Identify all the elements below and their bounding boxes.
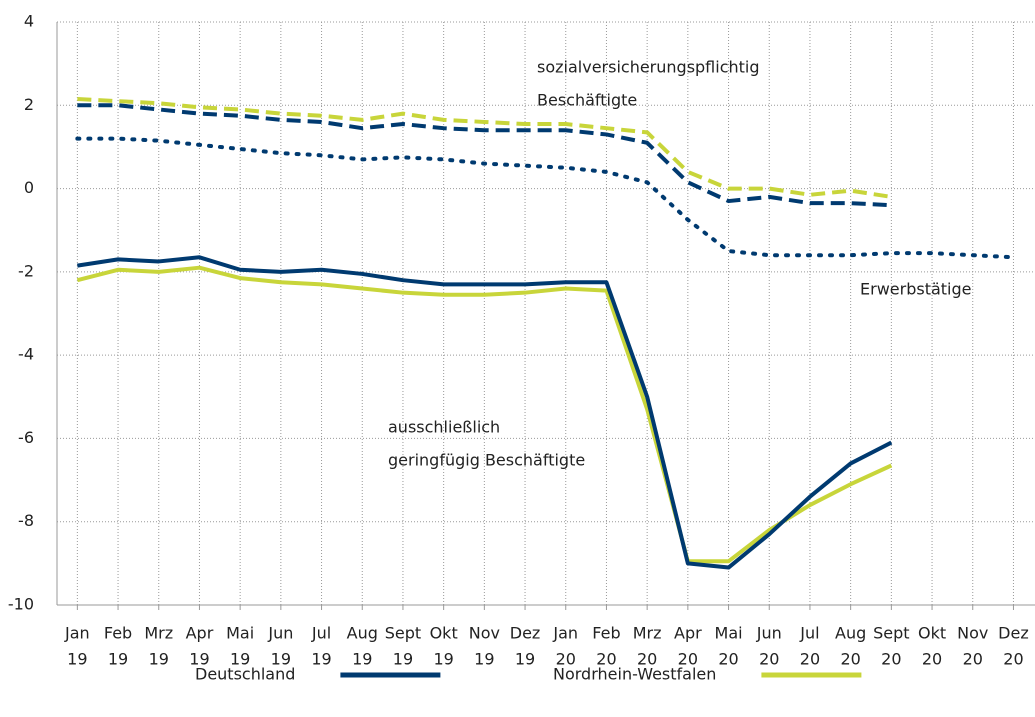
series-line [77, 103, 892, 208]
series-line [77, 255, 893, 570]
y-tick-label: -2 [18, 261, 34, 280]
legend-label: Nordrhein-Westfalen [553, 665, 716, 684]
y-tick-label: -10 [8, 595, 34, 614]
x-tick-label: Feb [104, 624, 132, 643]
x-tick-label: Aug [835, 624, 866, 643]
x-tick-label: Dez [510, 624, 541, 643]
x-tick-label: Feb [592, 624, 620, 643]
x-tick-label: Mai [715, 624, 743, 643]
y-tick-label: 0 [24, 178, 34, 197]
x-tick-label: Jul [311, 624, 331, 643]
y-tick-label: -4 [18, 345, 34, 364]
x-tick-label: 20 [678, 650, 698, 669]
series-line [76, 265, 893, 564]
x-tick-label: 20 [840, 650, 860, 669]
x-tick-label: Jan [552, 624, 578, 643]
x-tick-label: Nov [469, 624, 500, 643]
x-tick-label: 20 [718, 650, 738, 669]
y-tick-label: -8 [18, 511, 34, 530]
x-tick-label: Apr [674, 624, 702, 643]
series-line [77, 97, 892, 199]
x-tick-label: 19 [108, 650, 128, 669]
x-tick-label: 20 [759, 650, 779, 669]
x-tick-label: 19 [352, 650, 372, 669]
annotation: ausschließlich [388, 418, 500, 437]
x-tick-label: Okt [430, 624, 458, 643]
x-tick-label: Apr [186, 624, 214, 643]
series-line [75, 136, 1016, 260]
x-tick-label: Dez [998, 624, 1029, 643]
x-tick-label: 20 [596, 650, 616, 669]
x-tick-label: 20 [1003, 650, 1023, 669]
x-tick-label: 19 [393, 650, 413, 669]
x-tick-label: 19 [474, 650, 494, 669]
x-tick-label: Jul [799, 624, 819, 643]
x-tick-label: 20 [963, 650, 983, 669]
x-tick-label: 19 [271, 650, 291, 669]
x-tick-label: Okt [918, 624, 946, 643]
annotation: Erwerbstätige [860, 280, 971, 299]
annotation: Beschäftigte [537, 91, 637, 110]
x-tick-label: Jun [267, 624, 293, 643]
x-tick-label: 19 [433, 650, 453, 669]
x-tick-label: Nov [957, 624, 988, 643]
x-tick-label: Aug [347, 624, 378, 643]
x-tick-label: 19 [515, 650, 535, 669]
x-tick-label: Mai [226, 624, 254, 643]
x-tick-label: Sept [873, 624, 909, 643]
annotation: geringfügig Beschäftigte [388, 451, 585, 470]
x-tick-label: 20 [556, 650, 576, 669]
x-tick-label: 19 [67, 650, 87, 669]
annotation: sozialversicherungspflichtig [537, 58, 760, 77]
y-tick-label: 2 [24, 95, 34, 114]
x-tick-label: 20 [922, 650, 942, 669]
x-tick-label: Mrz [144, 624, 173, 643]
y-tick-label: 4 [24, 12, 34, 31]
x-tick-label: 19 [149, 650, 169, 669]
x-tick-label: 19 [311, 650, 331, 669]
legend-label: Deutschland [195, 665, 295, 684]
x-tick-label: 19 [230, 650, 250, 669]
x-tick-label: Jan [64, 624, 90, 643]
x-tick-label: 20 [800, 650, 820, 669]
x-tick-label: Mrz [633, 624, 662, 643]
x-tick-label: 20 [881, 650, 901, 669]
x-tick-label: 19 [189, 650, 209, 669]
x-tick-label: 20 [637, 650, 657, 669]
x-tick-label: Sept [385, 624, 421, 643]
x-tick-label: Jun [756, 624, 782, 643]
y-tick-label: -6 [18, 428, 34, 447]
